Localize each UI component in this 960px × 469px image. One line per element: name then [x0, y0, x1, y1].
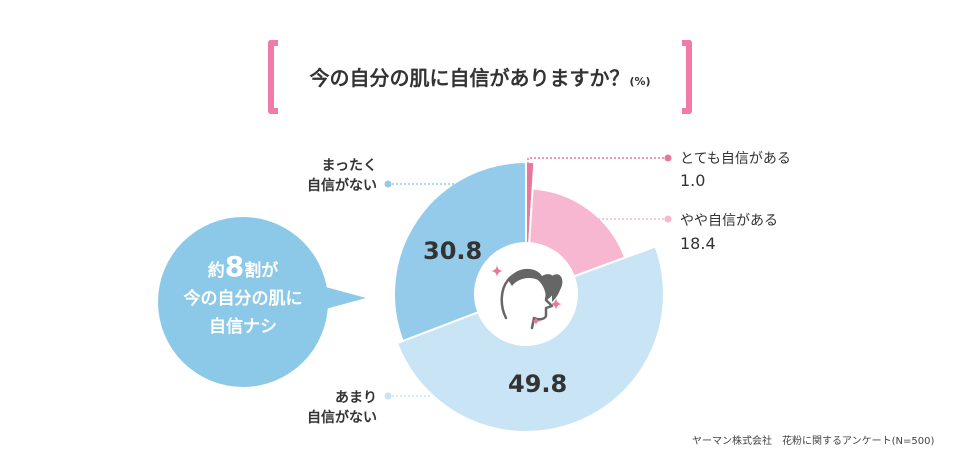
value-somewhat-confident: 18.4: [680, 234, 716, 253]
leader-not-at-all-dot: [384, 180, 392, 188]
callout-big-number: 8: [224, 250, 245, 283]
label-somewhat-confident: やや自信がある: [680, 213, 778, 229]
callout-text: 約8割が 今の自分の肌に 自信ナシ: [158, 253, 328, 341]
leader-very-confident-dot: [664, 154, 672, 162]
callout-prefix: 約: [207, 261, 225, 281]
callout-suffix: 割が: [244, 261, 279, 281]
leader-very-confident: [527, 157, 668, 192]
label-not-at-all: まったく 自信がない: [307, 156, 377, 196]
callout-bubble: [158, 217, 328, 387]
title-text: 今の自分の肌に自信がありますか？: [309, 66, 630, 90]
label-not-very: あまり 自信がない: [307, 388, 377, 428]
callout-line3: 自信ナシ: [209, 317, 277, 337]
title-frame: 今の自分の肌に自信がありますか？(%): [268, 40, 692, 114]
callout-line1: 約8割が: [158, 253, 328, 285]
label-very-confident: とても自信がある: [680, 151, 791, 167]
value-very-confident: 1.0: [680, 171, 706, 190]
left-bracket: [268, 40, 278, 114]
label-not-at-all-line1: まったく: [321, 158, 377, 174]
woman-profile-icon: [500, 268, 563, 330]
label-not-at-all-line2: 自信がない: [307, 178, 377, 194]
leader-not-very-dot: [384, 392, 392, 400]
source-note: ヤーマン株式会社 花粉に関するアンケート(N=500): [692, 436, 935, 447]
leader-somewhat-confident-dot: [664, 215, 672, 223]
chart-title: 今の自分の肌に自信がありますか？(%): [268, 62, 692, 91]
value-not-at-all: 30.8: [423, 237, 483, 265]
right-bracket: [682, 40, 692, 114]
label-not-very-line1: あまり: [335, 390, 377, 406]
center-circle: [474, 242, 578, 346]
label-not-very-line2: 自信がない: [307, 410, 377, 426]
title-unit: (%): [629, 75, 651, 88]
sparkle-icon-1: [490, 264, 504, 278]
callout-line2: 今の自分の肌に: [183, 289, 303, 309]
sparkle-icon-3: [531, 316, 541, 326]
value-not-very: 49.8: [508, 370, 568, 398]
callout-bubble-tail: [322, 286, 366, 310]
sparkle-icon-2: [549, 297, 563, 311]
